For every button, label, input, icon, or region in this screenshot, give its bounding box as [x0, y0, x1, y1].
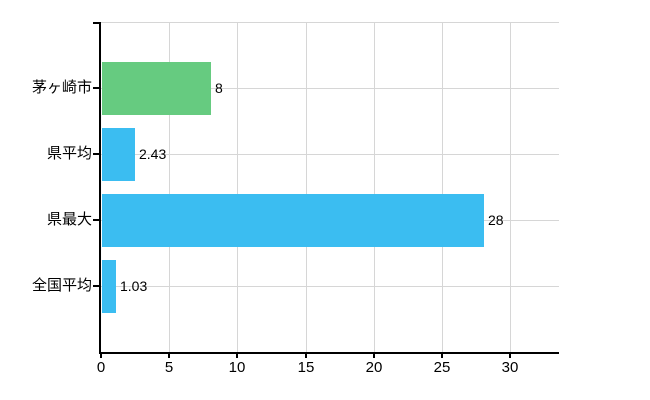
y-axis-top-tick: [93, 22, 99, 24]
y-tick: [93, 285, 99, 287]
x-tick: [236, 354, 238, 358]
x-gridline: [442, 22, 443, 352]
bar-1: [102, 128, 135, 181]
x-tick: [305, 354, 307, 358]
y-gridline: [101, 154, 559, 155]
x-tick: [373, 354, 375, 358]
bar-0: [102, 62, 211, 115]
bar-2: [102, 194, 484, 247]
x-gridline: [169, 22, 170, 352]
bar-value-label: 8: [215, 80, 223, 96]
x-tick-label: 25: [433, 359, 451, 376]
x-tick: [441, 354, 443, 358]
y-tick: [93, 87, 99, 89]
x-tick-label: 20: [365, 359, 383, 376]
x-tick: [100, 354, 102, 358]
x-gridline: [510, 22, 511, 352]
x-tick: [509, 354, 511, 358]
x-tick-label: 10: [228, 359, 246, 376]
bar-value-label: 28: [488, 212, 504, 228]
x-tick-label: 5: [164, 359, 174, 376]
x-gridline: [374, 22, 375, 352]
x-axis-line: [99, 352, 559, 354]
x-tick-label: 0: [96, 359, 106, 376]
bar-value-label: 1.03: [120, 278, 148, 294]
y-axis-line: [99, 22, 101, 354]
bar-value-label: 2.43: [139, 146, 167, 162]
category-label: 県平均: [46, 145, 92, 162]
x-tick-label: 15: [297, 359, 315, 376]
category-label: 茅ヶ崎市: [31, 79, 92, 96]
y-gridline: [101, 88, 559, 89]
x-tick-label: 30: [501, 359, 519, 376]
plot-top-border: [101, 22, 559, 23]
y-gridline: [101, 286, 559, 287]
bar-3: [102, 260, 116, 313]
category-label: 県最大: [46, 211, 92, 228]
y-tick: [93, 219, 99, 221]
x-tick: [168, 354, 170, 358]
y-tick: [93, 153, 99, 155]
x-gridline: [306, 22, 307, 352]
category-label: 全国平均: [31, 277, 92, 294]
x-gridline: [237, 22, 238, 352]
